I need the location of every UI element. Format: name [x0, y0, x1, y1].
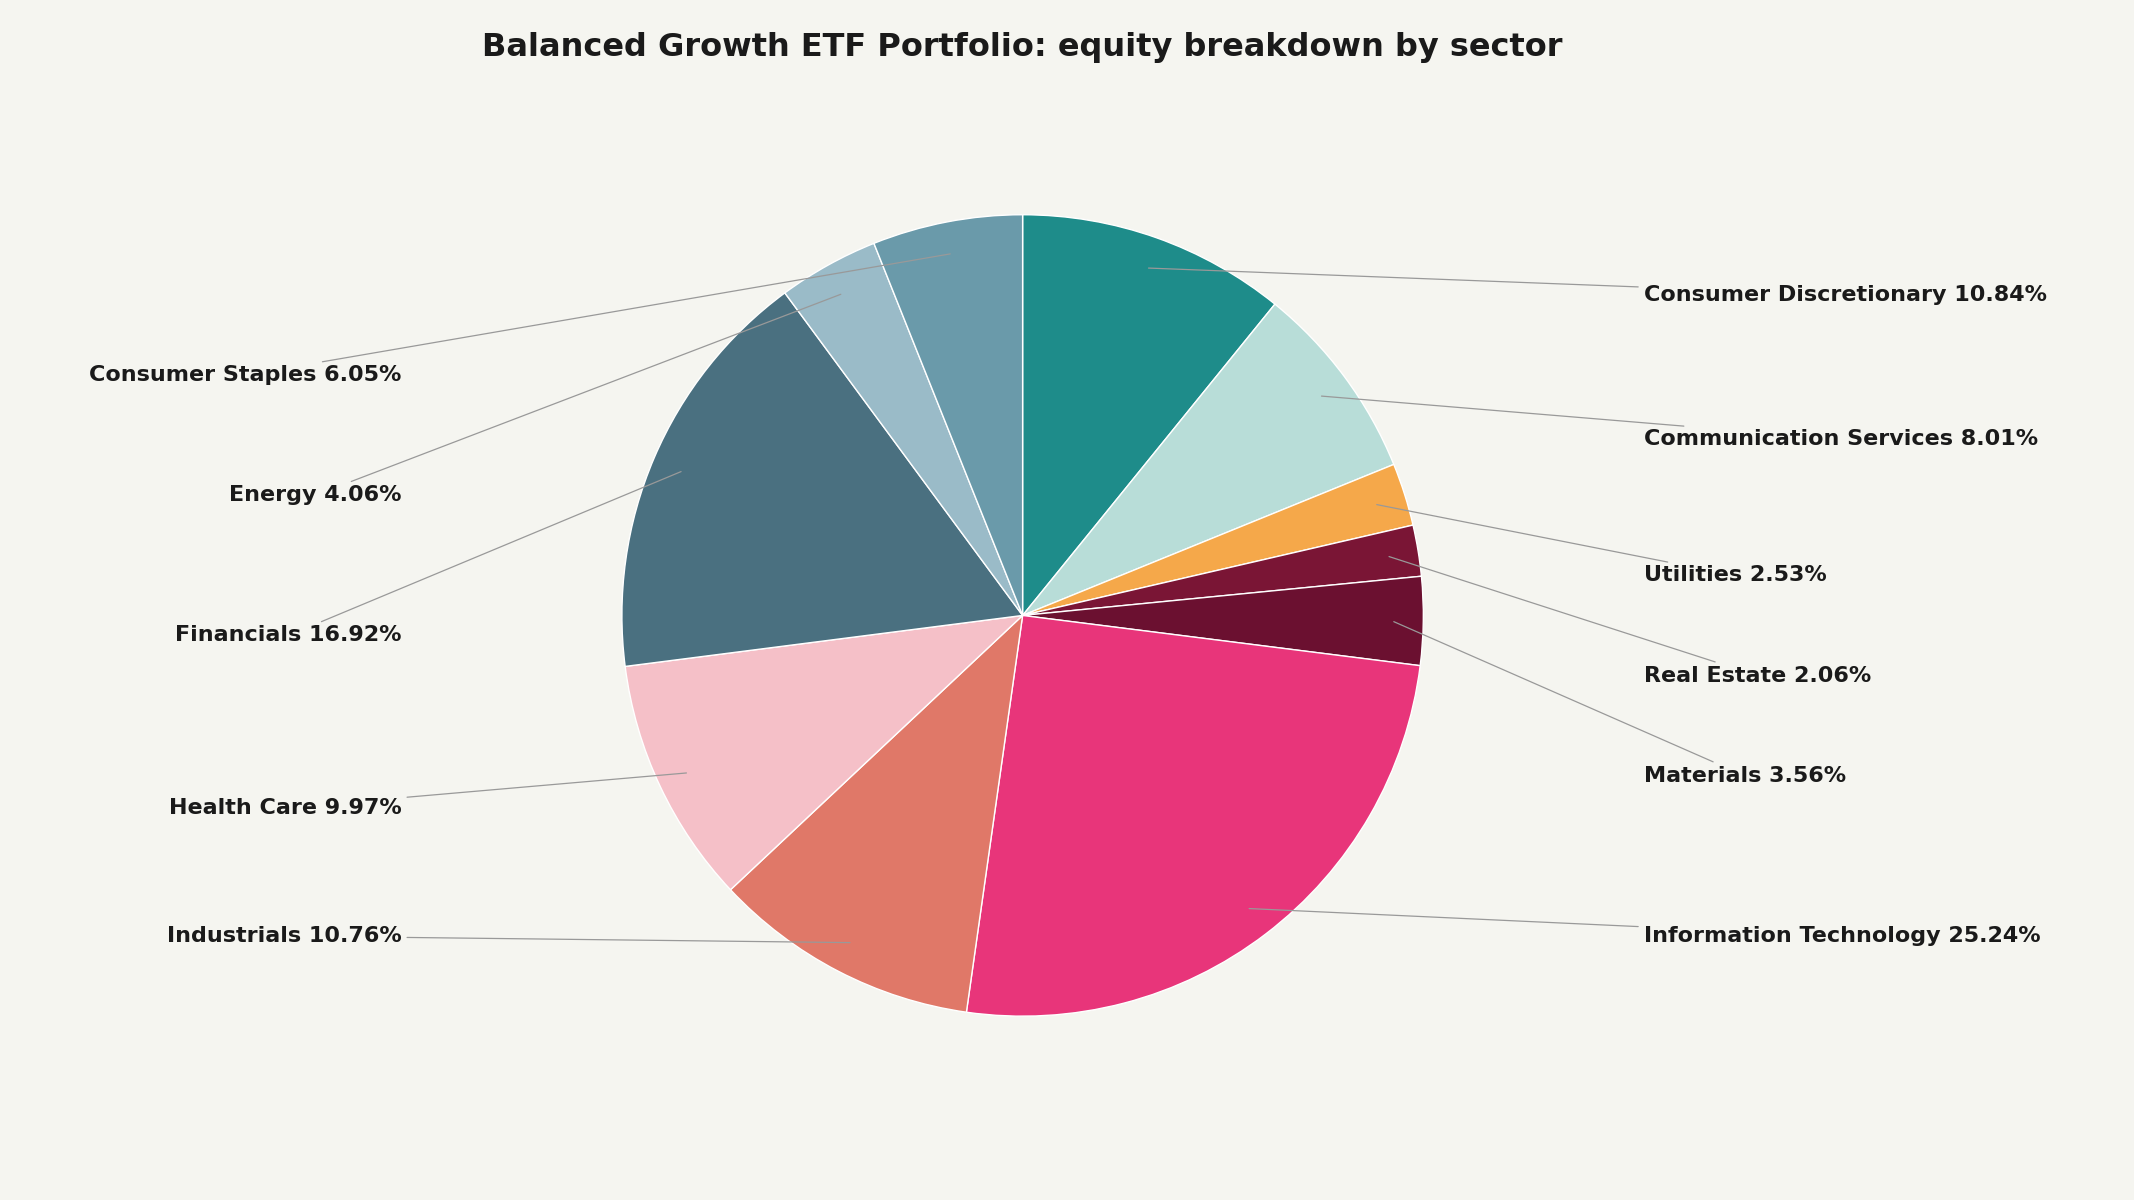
Text: Materials 3.56%: Materials 3.56% [1394, 622, 1846, 786]
Text: Consumer Staples 6.05%: Consumer Staples 6.05% [90, 254, 950, 385]
Text: Energy 4.06%: Energy 4.06% [228, 294, 841, 505]
Text: Financials 16.92%: Financials 16.92% [175, 472, 681, 646]
Wedge shape [1022, 526, 1421, 616]
Wedge shape [730, 616, 1022, 1012]
Text: Industrials 10.76%: Industrials 10.76% [166, 926, 849, 946]
Text: Utilities 2.53%: Utilities 2.53% [1376, 504, 1827, 586]
Wedge shape [1022, 215, 1274, 616]
Wedge shape [625, 616, 1022, 889]
Text: Communication Services 8.01%: Communication Services 8.01% [1321, 396, 2038, 449]
Wedge shape [1022, 464, 1413, 616]
Wedge shape [967, 616, 1419, 1016]
Text: Health Care 9.97%: Health Care 9.97% [169, 773, 687, 817]
Wedge shape [1022, 576, 1423, 666]
Text: Real Estate 2.06%: Real Estate 2.06% [1389, 557, 1872, 685]
Wedge shape [875, 215, 1022, 616]
Title: Balanced Growth ETF Portfolio: equity breakdown by sector: Balanced Growth ETF Portfolio: equity br… [482, 31, 1562, 62]
Text: Information Technology 25.24%: Information Technology 25.24% [1248, 908, 2040, 946]
Wedge shape [1022, 304, 1394, 616]
Wedge shape [785, 244, 1022, 616]
Wedge shape [621, 293, 1022, 666]
Text: Consumer Discretionary 10.84%: Consumer Discretionary 10.84% [1148, 268, 2047, 305]
